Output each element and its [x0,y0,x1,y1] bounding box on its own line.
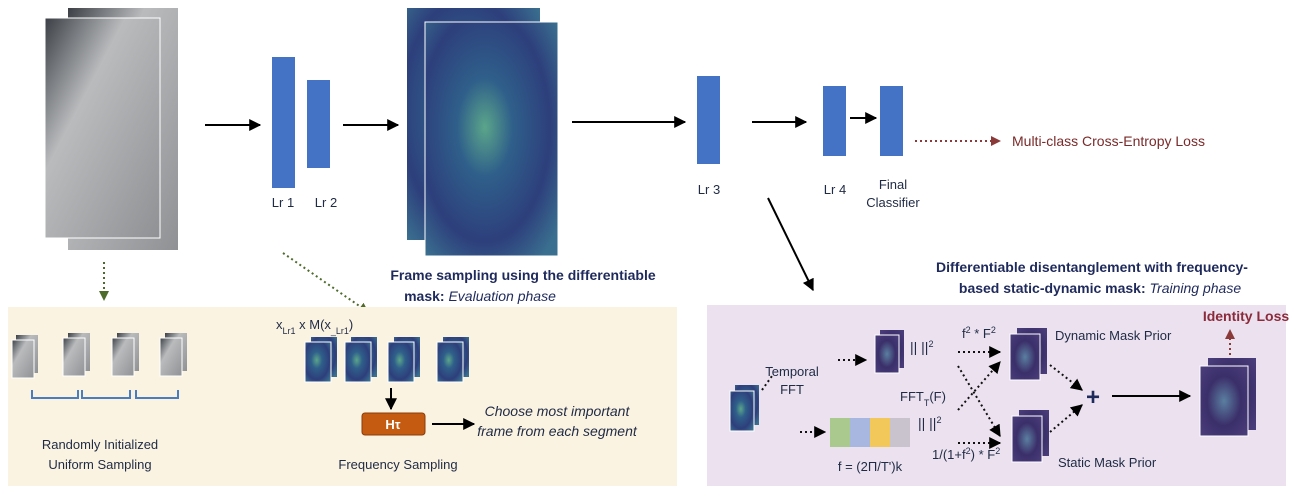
norm-sup: 2 [928,339,933,349]
caption: Randomly Initialized [42,437,158,452]
formula-sup: 2 [991,325,996,335]
static-mask [1011,415,1043,463]
norm: || ||2 [918,415,941,431]
mask-formula: xLr1 x M(x_Lr1) [276,317,353,336]
frame [111,337,135,377]
caption: Static Mask Prior [1058,455,1157,470]
feature-map [424,21,559,257]
frequency-band [830,418,850,447]
formula-part: FFT [900,389,924,404]
formula-part: x M(x [296,317,332,332]
input-frame [44,17,161,239]
static-formula: 1/(1+f2) * F2 [932,446,1000,462]
formula-sup: 2 [966,446,971,456]
final-classifier [880,86,903,156]
loss-label: Multi-class Cross-Entropy Loss [1012,133,1205,149]
h-tau-label: Hτ [385,417,400,432]
formula-part: ) [349,317,353,332]
formula-part: (F) [929,389,946,404]
layer-4 [823,86,846,156]
formula-part: x [276,317,283,332]
caption: Uniform Sampling [48,457,151,472]
frequency-band [850,418,870,447]
caption: Frequency Sampling [338,457,457,472]
frame [62,337,86,377]
formula-sub: T [924,398,930,408]
section-title: based static-dynamic mask: Training phas… [959,280,1241,296]
dotted-arrow [282,252,369,313]
section-title: mask: Evaluation phase [404,288,556,304]
dynamic-formula: f2 * F2 [962,325,996,341]
layer-label: Lr 2 [315,195,337,210]
caption: Choose most important [485,403,631,419]
frame [11,339,35,379]
frequency-band [890,418,910,447]
title-italic: Evaluation phase [448,288,556,304]
formula-sub: _Lr1 [330,326,349,336]
layer-label: Final [879,177,907,192]
sampled-features [304,337,469,383]
norm-part: || || [918,415,936,431]
layer-1 [272,57,295,188]
arrow [767,197,814,292]
feature [387,341,415,383]
dotted-arrow [957,361,1001,411]
formula-sub: Lr1 [283,326,296,336]
spectrum [874,334,900,374]
layer-label: Lr 3 [698,182,720,197]
segment-brackets [31,390,179,399]
section-title: Frame sampling using the differentiable [390,267,655,283]
dotted-arrow [1049,404,1083,433]
formula-sup: 2 [966,325,971,335]
feature [729,390,755,432]
dynamic-mask [1009,333,1041,381]
dotted-arrow [1049,364,1083,391]
frame [159,337,183,377]
formula-part: ) * F [971,447,996,462]
title-bold: mask: [404,288,448,304]
layer-label: Lr 4 [824,182,846,197]
title-bold: based static-dynamic mask: [959,280,1150,296]
layer-3 [697,76,720,164]
formula-part: * F [971,326,991,341]
title-italic: Training phase [1150,280,1242,296]
layer-label: Lr 1 [272,195,294,210]
norm-part: || || [910,339,928,355]
norm-sup: 2 [936,415,941,425]
feature [436,341,464,383]
plus: + [1086,384,1100,411]
caption: Dynamic Mask Prior [1055,328,1172,343]
fft-label: FFTT(F) [900,389,946,408]
formula-part: f [962,326,966,341]
output-map [1199,365,1249,437]
dotted-arrow [957,365,1001,438]
feature [344,341,372,383]
caption: FFT [780,382,804,397]
h-tau-box [361,412,426,436]
formula-sup: 2 [995,446,1000,456]
caption: Temporal [765,364,819,379]
frequency-formula: f = (2Π/T')k [838,459,903,474]
norm: || ||2 [910,339,933,355]
frequency-band [870,418,890,447]
feature [304,341,332,383]
layer-label: Classifier [866,195,920,210]
section-title: Differentiable disentanglement with freq… [936,259,1248,275]
uniform-frames [11,333,187,379]
caption: frame from each segment [477,423,638,439]
layer-2 [307,80,330,168]
formula-part: 1/(1+f [932,447,966,462]
identity-loss: Identity Loss [1203,308,1290,324]
